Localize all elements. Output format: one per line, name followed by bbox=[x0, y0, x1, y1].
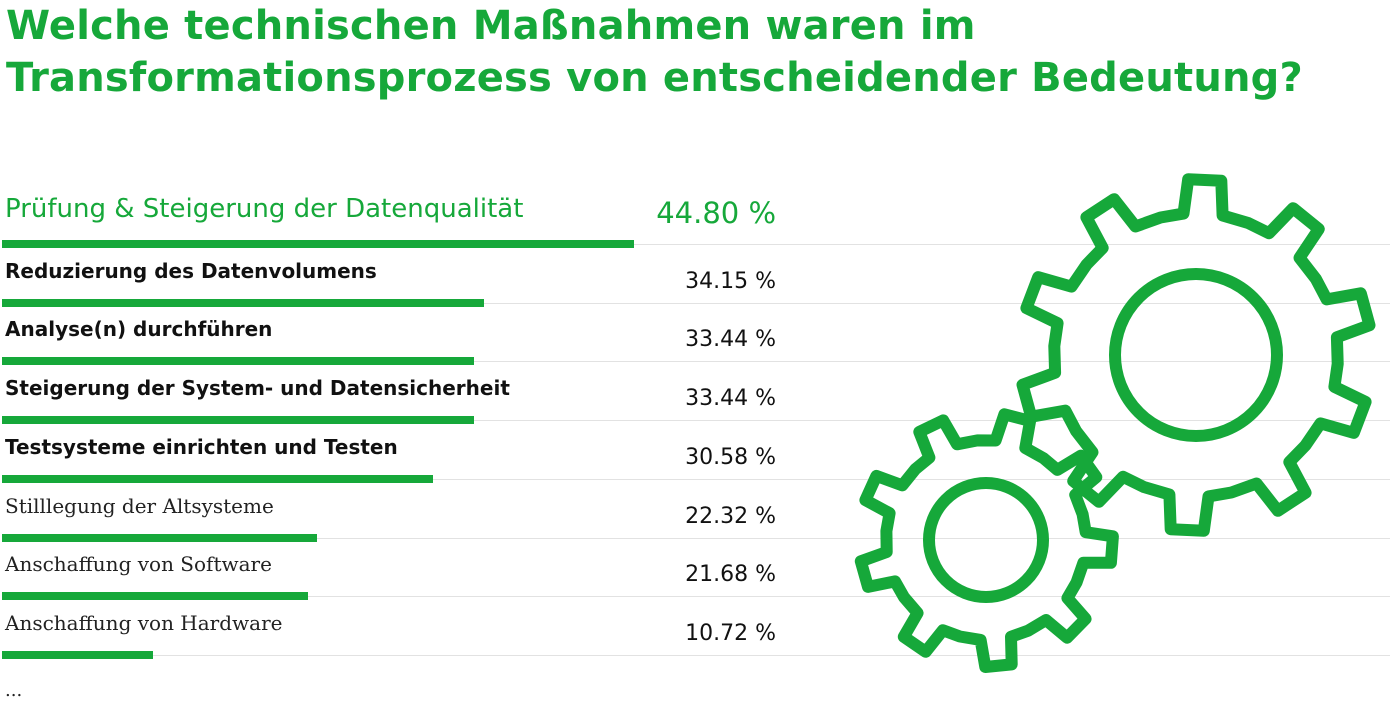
bar-label: Analyse(n) durchführen bbox=[5, 317, 273, 342]
bar-label: Stilllegung der Altsysteme bbox=[5, 493, 274, 518]
value-label: 44.80 % bbox=[656, 196, 776, 230]
bar bbox=[2, 474, 434, 483]
bar bbox=[2, 416, 474, 425]
bar bbox=[2, 650, 154, 659]
bar bbox=[2, 357, 474, 366]
gear-small-hub bbox=[923, 477, 1049, 603]
bar bbox=[2, 592, 308, 601]
gear-large-hub bbox=[1109, 268, 1283, 442]
more-indicator: ... bbox=[5, 680, 23, 701]
bar-track bbox=[2, 361, 1390, 363]
bar-label: Testsysteme einrichten und Testen bbox=[5, 434, 398, 459]
value-label: 33.44 % bbox=[685, 327, 776, 353]
bar-track bbox=[2, 654, 1390, 656]
bar bbox=[2, 240, 634, 248]
bar-track bbox=[2, 478, 1390, 480]
bar-label: Prüfung & Steigerung der Datenqualität bbox=[5, 194, 524, 224]
title-line-1: Welche technischen Maßnahmen waren im bbox=[6, 3, 976, 49]
bar-track bbox=[2, 596, 1390, 598]
bar-label: Steigerung der System- und Datensicherhe… bbox=[5, 376, 510, 401]
bar-track bbox=[2, 302, 1390, 304]
gear-icon-large bbox=[1016, 173, 1376, 537]
bar-track bbox=[2, 537, 1390, 539]
bar bbox=[2, 533, 317, 542]
title-line-2: Transformationsprozess von entscheidende… bbox=[6, 55, 1303, 101]
bar bbox=[2, 298, 484, 307]
value-label: 10.72 % bbox=[685, 620, 776, 646]
value-label: 21.68 % bbox=[685, 562, 776, 588]
value-label: 34.15 % bbox=[685, 268, 776, 294]
page-title: Welche technischen Maßnahmen waren im Tr… bbox=[6, 0, 1303, 104]
bar-label: Reduzierung des Datenvolumens bbox=[5, 258, 377, 283]
bar-label: Anschaffung von Software bbox=[5, 552, 272, 577]
value-label: 22.32 % bbox=[685, 503, 776, 529]
bar-track bbox=[2, 420, 1390, 422]
gear-icon-small bbox=[854, 408, 1119, 673]
bar-label: Anschaffung von Hardware bbox=[5, 610, 283, 635]
value-label: 33.44 % bbox=[685, 386, 776, 412]
value-label: 30.58 % bbox=[685, 444, 776, 470]
bar-track bbox=[2, 244, 1390, 245]
